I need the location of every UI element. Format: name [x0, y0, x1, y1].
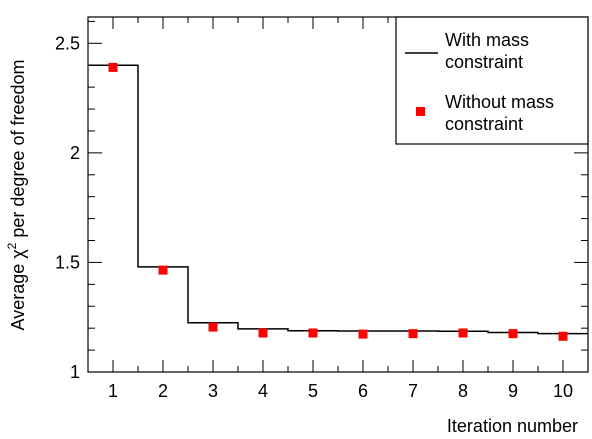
x-axis-label: Iteration number [447, 416, 578, 436]
y-axis-label-chi: χ [8, 249, 28, 259]
point-without-mass-constraint [108, 62, 118, 72]
x-axis: 1 2 3 4 5 6 7 8 9 10 [108, 17, 573, 401]
y-axis-label: Average χ2 per degree of freedom [5, 60, 28, 331]
y-tick-label: 2 [70, 143, 80, 163]
point-without-mass-constraint [508, 329, 518, 339]
x-tick-label: 7 [408, 381, 418, 401]
x-tick-label: 1 [108, 381, 118, 401]
y-tick-label: 2.5 [55, 33, 80, 53]
point-without-mass-constraint [558, 331, 568, 341]
legend-entry-with-mass-line2: constraint [445, 52, 523, 72]
point-without-mass-constraint [158, 265, 168, 275]
point-without-mass-constraint [208, 322, 218, 332]
legend-entry-without-mass-line1: Without mass [445, 92, 554, 112]
y-tick-label: 1 [70, 362, 80, 382]
legend-entry-without-mass-line2: constraint [445, 114, 523, 134]
x-tick-label: 6 [358, 381, 368, 401]
point-without-mass-constraint [358, 329, 368, 339]
x-tick-label: 4 [258, 381, 268, 401]
point-without-mass-constraint [458, 328, 468, 338]
y-axis: 1 1.5 2 2.5 [55, 20, 588, 382]
series-layer [88, 62, 588, 341]
y-axis-label-prefix: Average [8, 259, 28, 331]
legend-entry-with-mass-line1: With mass [445, 30, 529, 50]
y-axis-label-superscript: 2 [5, 242, 19, 249]
x-tick-label: 9 [508, 381, 518, 401]
legend: With mass constraint Without mass constr… [395, 16, 589, 145]
series-with-mass-constraint-step [88, 64, 588, 335]
x-tick-label: 3 [208, 381, 218, 401]
y-axis-label-suffix: per degree of freedom [8, 60, 28, 243]
point-without-mass-constraint [408, 329, 418, 339]
x-tick-label: 10 [553, 381, 573, 401]
legend-marker-swatch [416, 107, 425, 116]
point-without-mass-constraint [258, 328, 268, 338]
y-tick-label: 1.5 [55, 252, 80, 272]
x-tick-label: 8 [458, 381, 468, 401]
x-tick-label: 2 [158, 381, 168, 401]
x-tick-label: 5 [308, 381, 318, 401]
point-without-mass-constraint [308, 328, 318, 338]
legend-box [395, 16, 589, 145]
